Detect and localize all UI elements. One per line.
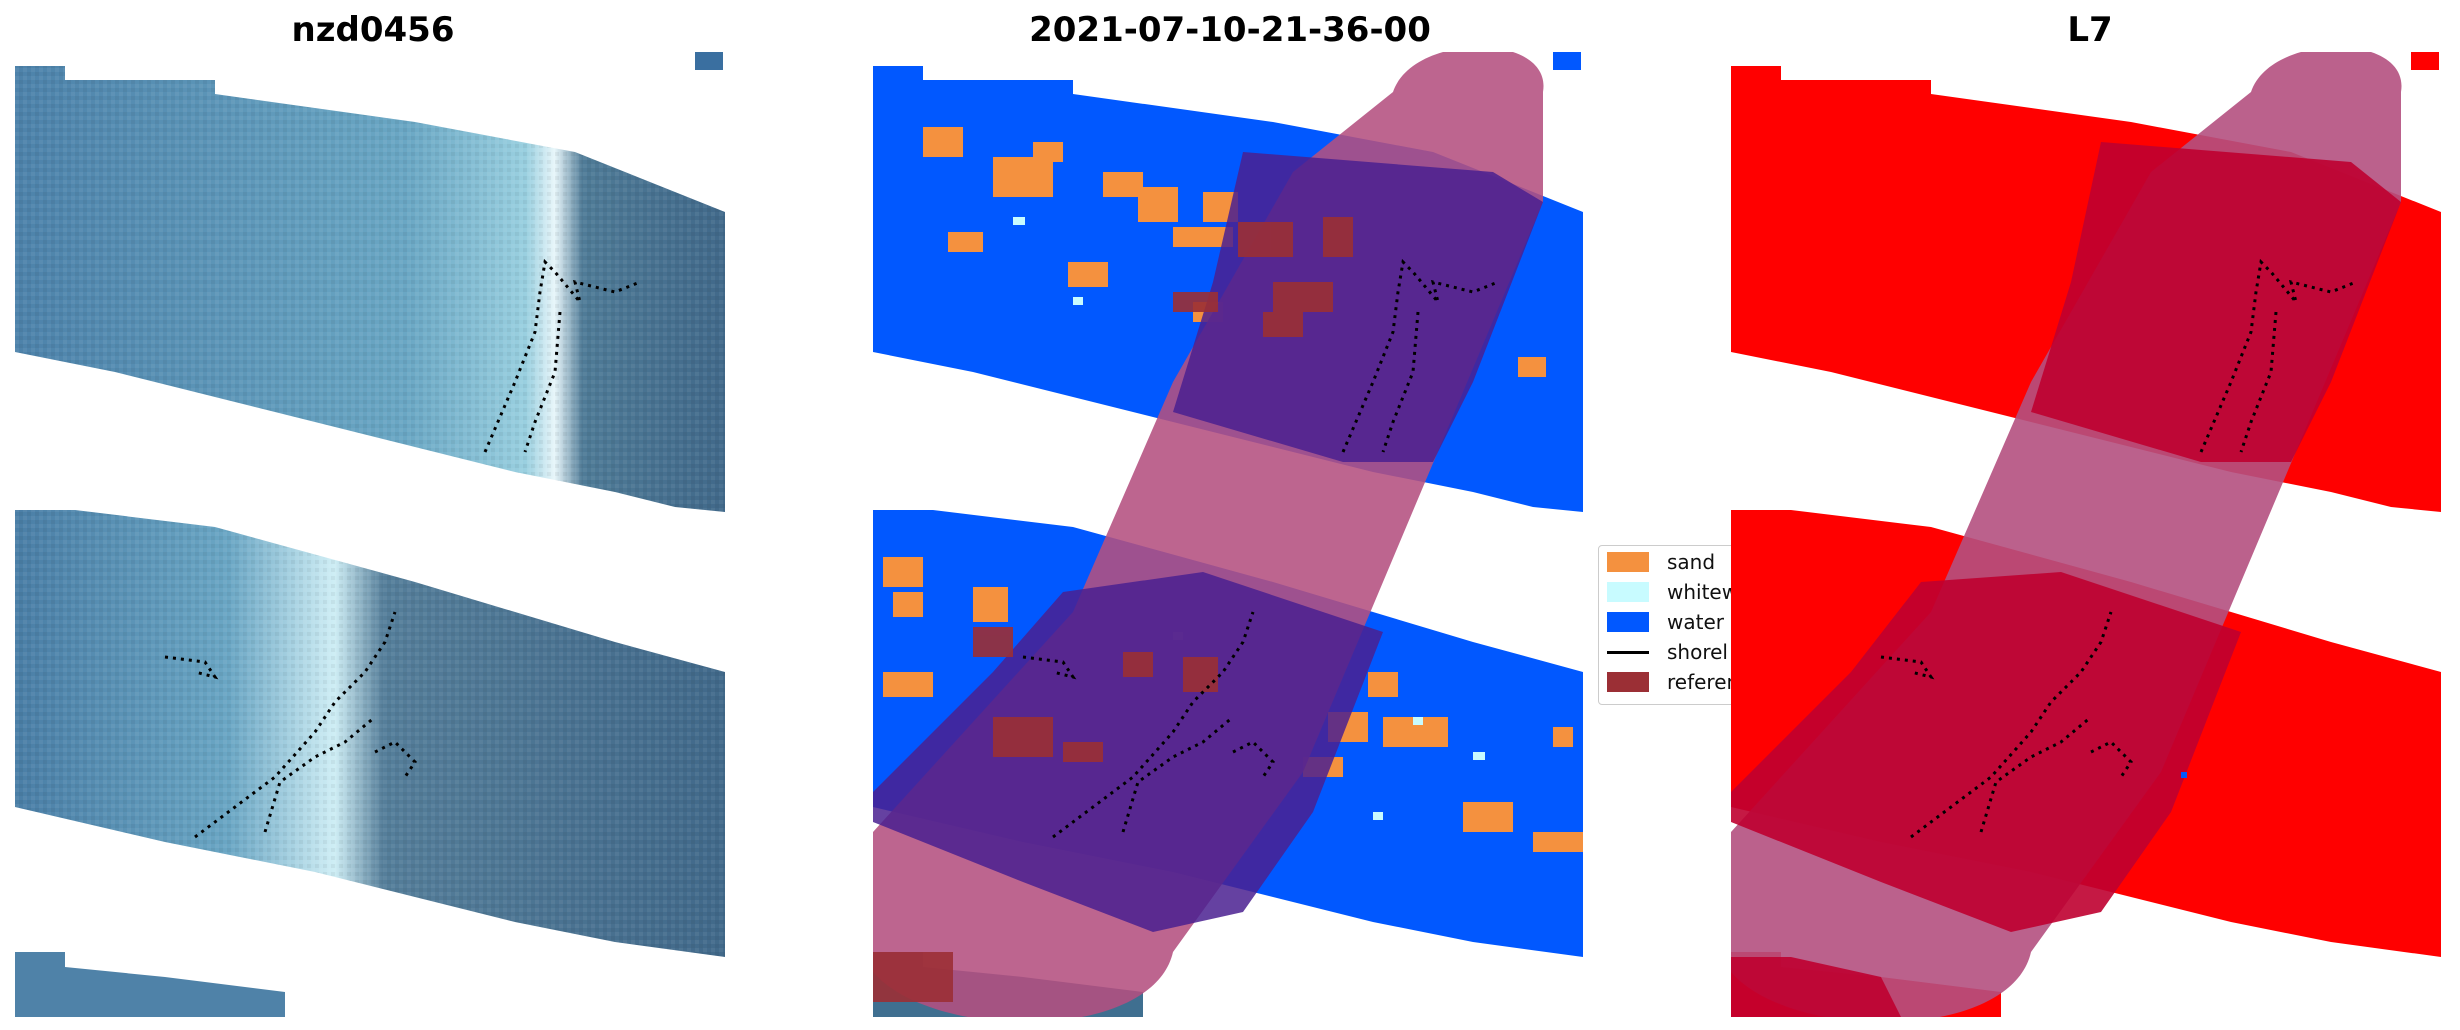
mask-image-panel (1731, 52, 2441, 1017)
overlay-over-water-middle (873, 572, 1383, 932)
legend-swatch-sand (1607, 552, 1649, 572)
legend-item-sand: sand (1599, 548, 1715, 576)
legend-item-reference: referen (1599, 668, 1739, 696)
mask-image (1731, 52, 2441, 1017)
shoreline-rgb-top (483, 258, 641, 453)
sand-patches (883, 127, 1583, 852)
legend-swatch-water (1607, 612, 1649, 632)
classified-image (873, 52, 1583, 1017)
legend-swatch-reference (1607, 672, 1649, 692)
mask-overlay-over-red-top (2031, 142, 2401, 462)
reference-patches (873, 217, 1353, 1002)
shoreline-classified-top (1341, 258, 1499, 453)
mask-overlay-over-red-middle (1731, 572, 2241, 932)
rgb-image-panel (15, 52, 725, 1017)
legend-line-shoreline (1607, 650, 1649, 654)
legend-label-shoreline: shorel (1667, 640, 1728, 664)
shoreline-mask-top (2199, 258, 2357, 453)
classified-image-panel (873, 52, 1583, 1017)
legend-item-shoreline: shorel (1599, 638, 1728, 666)
legend-label-sand: sand (1667, 550, 1716, 574)
rgb-stripe-bottom (15, 952, 285, 1017)
legend-label-water: water (1667, 610, 1724, 634)
rgb-image (15, 52, 725, 1017)
legend-swatch-whitewater (1607, 582, 1649, 602)
legend-label-reference: referen (1667, 670, 1740, 694)
panel-title-classified: 2021-07-10-21-36-00 (1029, 10, 1431, 50)
panel-title-mask: L7 (2067, 10, 2113, 50)
legend-label-whitewater: whitew (1667, 580, 1739, 604)
panel-title-rgb: nzd0456 (291, 10, 455, 50)
legend-item-water: water (1599, 608, 1724, 636)
legend-item-whitewater: whitew (1599, 578, 1738, 606)
legend: sand whitew water shorel referen (1598, 545, 1740, 705)
